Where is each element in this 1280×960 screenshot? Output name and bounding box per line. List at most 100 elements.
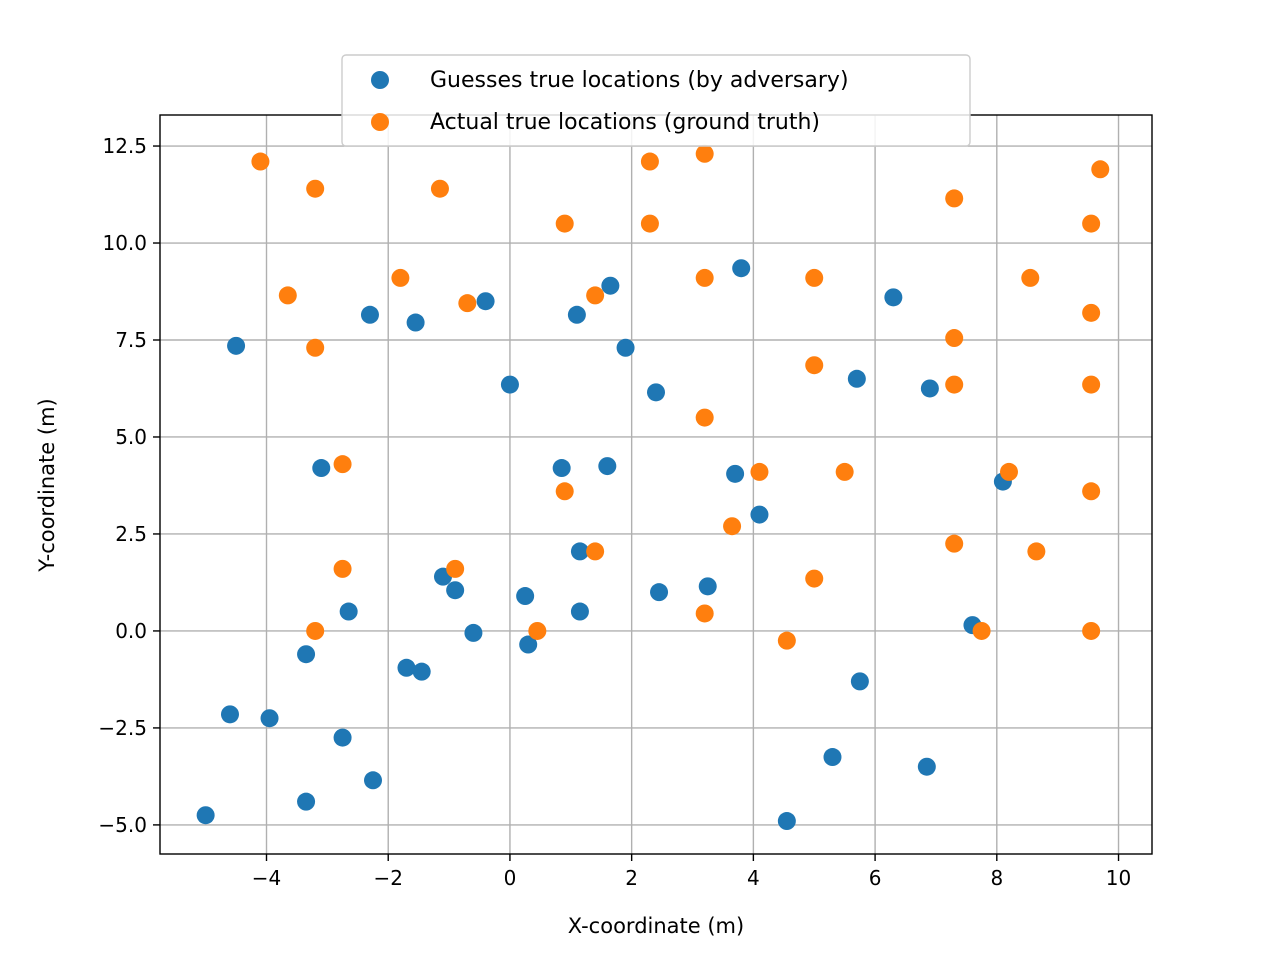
guesses-point [360,305,379,324]
guesses-point [616,338,635,357]
actual-point [306,621,325,640]
guesses-point [500,375,519,394]
guesses-point [464,623,483,642]
guesses-point [260,709,279,728]
y-tick-label: 0.0 [115,619,147,643]
legend-box [341,54,971,147]
guesses-point [750,505,769,524]
actual-point [391,268,410,287]
actual-point [835,462,854,481]
y-tick-label: 10.0 [102,231,147,255]
actual-point [640,152,659,171]
guesses-point [516,587,535,606]
guesses-point [446,581,465,600]
plot-area-background [160,115,1152,854]
actual-point [695,604,714,623]
actual-point [640,214,659,233]
legend-marker-actual [371,113,389,131]
actual-point [586,542,605,561]
guesses-point [406,313,425,332]
actual-point [999,462,1018,481]
guesses-point [196,806,215,825]
guesses-point [519,635,538,654]
guesses-point [364,771,383,790]
guesses-point [476,292,495,311]
y-tick-label: 5.0 [115,425,147,449]
x-tick-label: −4 [252,866,281,890]
guesses-point [726,464,745,483]
guesses-point [297,792,316,811]
actual-point [723,517,742,536]
y-tick-label: 7.5 [115,328,147,352]
actual-point [972,621,991,640]
guesses-point [847,369,866,388]
actual-point [555,482,574,501]
actual-point [1082,214,1101,233]
guesses-point [297,645,316,664]
x-tick-label: 6 [869,866,882,890]
guesses-point [732,259,751,278]
actual-point [1082,621,1101,640]
guesses-point [777,812,796,831]
actual-point [695,144,714,163]
x-tick-label: 4 [747,866,760,890]
guesses-point [650,583,669,602]
actual-point [1082,303,1101,322]
actual-point [1021,268,1040,287]
actual-point [586,286,605,305]
actual-point [695,408,714,427]
x-tick-label: 8 [990,866,1003,890]
guesses-point [220,705,239,724]
guesses-point [312,459,331,478]
legend-marker-guesses [371,71,389,89]
guesses-point [333,728,352,747]
actual-point [430,179,449,198]
guesses-point [570,602,589,621]
actual-point [945,329,964,348]
guesses-point [823,748,842,767]
guesses-point [698,577,717,596]
x-tick-label: −2 [373,866,402,890]
actual-point [945,189,964,208]
guesses-point [598,457,617,476]
x-axis-label: X-coordinate (m) [568,914,744,938]
y-tick-label: −2.5 [98,716,147,740]
guesses-point [567,305,586,324]
actual-point [945,534,964,553]
actual-point [805,268,824,287]
y-tick-label: −5.0 [98,813,147,837]
actual-point [945,375,964,394]
actual-point [805,356,824,375]
legend: Guesses true locations (by adversary) Ac… [341,54,971,147]
guesses-point [339,602,358,621]
guesses-point [570,542,589,561]
actual-point [251,152,270,171]
guesses-point [397,658,416,677]
x-tick-label: 10 [1106,866,1131,890]
actual-point [555,214,574,233]
actual-point [278,286,297,305]
actual-point [805,569,824,588]
actual-point [1082,375,1101,394]
y-tick-label: 2.5 [115,522,147,546]
y-tick-label: 12.5 [102,134,147,158]
actual-point [306,179,325,198]
x-tick-label: 2 [625,866,638,890]
actual-point [750,462,769,481]
actual-point [1091,160,1110,179]
actual-point [777,631,796,650]
actual-point [695,268,714,287]
guesses-point [884,288,903,307]
guesses-point [601,276,620,295]
actual-point [306,338,325,357]
x-tick-label: 0 [504,866,517,890]
guesses-point [552,459,571,478]
actual-point [1082,482,1101,501]
actual-point [333,455,352,474]
y-axis-label: Y-coordinate (m) [35,398,59,572]
actual-point [333,559,352,578]
data-points [196,144,1110,831]
guesses-point [920,379,939,398]
guesses-point [412,662,431,681]
actual-point [1027,542,1046,561]
